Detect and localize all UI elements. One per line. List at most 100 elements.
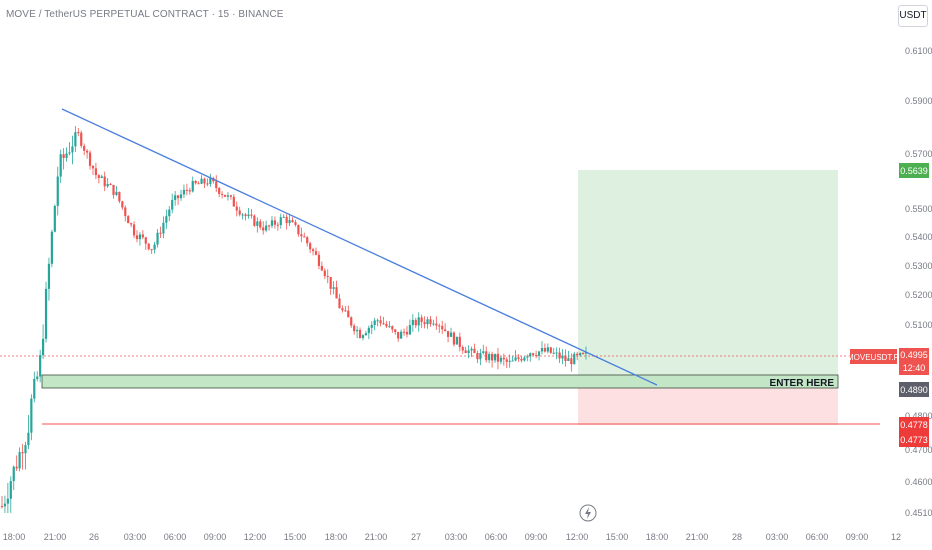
- candle-body: [485, 351, 488, 361]
- candle-body: [508, 360, 511, 362]
- candle-body: [317, 254, 321, 266]
- candle-body: [83, 145, 86, 151]
- candle-body: [44, 288, 48, 339]
- candle-body: [567, 358, 570, 361]
- candle-body: [573, 353, 576, 365]
- x-axis[interactable]: 18:00 21:00 26 03:00 06:00 09:00 12:00 1…: [3, 532, 901, 542]
- candle-body: [420, 317, 423, 323]
- candle-body: [53, 205, 56, 232]
- candle-body: [50, 231, 53, 264]
- candle-body: [370, 324, 373, 328]
- candle-body: [429, 319, 432, 325]
- x-tick: 15:00: [284, 532, 307, 542]
- candle-body: [141, 234, 144, 238]
- candle-body: [41, 338, 45, 356]
- candle-body: [97, 175, 100, 179]
- candle-body: [549, 347, 552, 353]
- candle-body: [103, 176, 106, 187]
- candle-body: [496, 353, 500, 362]
- candle-body: [490, 353, 494, 361]
- candle-body: [438, 325, 441, 327]
- candle-body: [74, 132, 77, 147]
- candle-body: [86, 150, 89, 153]
- candle-body: [488, 353, 491, 361]
- candle-body: [153, 244, 156, 250]
- target-tag: [899, 163, 929, 178]
- entry-zone: [41, 374, 839, 389]
- y-tick: 0.5400: [905, 232, 932, 242]
- chart-title: MOVE / TetherUS PERPETUAL CONTRACT · 15 …: [6, 9, 284, 20]
- candle-body: [244, 214, 247, 217]
- candle-body: [294, 222, 297, 225]
- candle-body: [335, 287, 338, 299]
- candle-body: [127, 216, 130, 224]
- candle-body: [115, 191, 118, 195]
- candle-body: [118, 191, 121, 202]
- candle-body: [176, 195, 180, 199]
- candle-body: [241, 214, 244, 216]
- candle-body: [367, 327, 370, 334]
- candle-body: [523, 357, 526, 361]
- x-tick: 18:00: [3, 532, 26, 542]
- candle-body: [88, 152, 92, 166]
- candle-body: [408, 325, 412, 335]
- zones-layer: [0, 170, 880, 425]
- candle-body: [517, 357, 520, 359]
- stop-tag: [899, 417, 929, 447]
- candle-body: [444, 329, 447, 331]
- candle-body: [270, 220, 274, 226]
- candle-body: [402, 331, 406, 333]
- candle-body: [203, 178, 206, 184]
- y-tick: 0.5900: [905, 96, 932, 106]
- candle-body: [511, 360, 514, 362]
- candle-body: [388, 326, 391, 328]
- candle-body: [247, 214, 250, 217]
- candle-body: [461, 347, 464, 351]
- candle-body: [91, 165, 95, 169]
- candle-body: [552, 352, 555, 354]
- symbol-tag-text: MOVEUSDT.P: [847, 353, 899, 362]
- candle-body: [558, 352, 561, 359]
- candle-body: [397, 331, 400, 339]
- candle-body: [332, 287, 335, 289]
- candle-body: [373, 320, 376, 325]
- candle-body: [555, 352, 558, 354]
- candle-body: [502, 357, 505, 360]
- trendline[interactable]: [61, 108, 658, 386]
- y-axis[interactable]: 0.6100 0.5900 0.5700 0.5500 0.5400 0.530…: [905, 46, 932, 518]
- candle-body: [36, 376, 39, 379]
- candle-body: [493, 353, 497, 361]
- candle-body: [320, 265, 323, 271]
- candle-body: [297, 224, 300, 235]
- candle-body: [532, 353, 535, 355]
- candles-layer: [0, 126, 588, 513]
- candle-body: [341, 308, 344, 311]
- candle-body: [361, 335, 365, 339]
- candle-body: [446, 330, 450, 337]
- candle-body: [499, 357, 502, 362]
- x-tick: 09:00: [525, 532, 548, 542]
- candle-body: [33, 378, 36, 399]
- candle-body: [537, 351, 541, 356]
- candle-body: [526, 356, 529, 358]
- candle-body: [514, 357, 517, 361]
- candle-body: [188, 190, 191, 192]
- x-tick: 03:00: [766, 532, 789, 542]
- candle-body: [529, 353, 532, 357]
- candle-body: [300, 234, 303, 237]
- candle-body: [62, 154, 65, 158]
- candle-body: [350, 317, 353, 326]
- enter-here-label: ENTER HERE: [770, 378, 835, 389]
- target-tag-text: 0.5639: [900, 166, 928, 176]
- lightning-icon[interactable]: [579, 504, 597, 522]
- candle-body: [329, 276, 332, 289]
- candle-body: [174, 195, 177, 200]
- currency-button[interactable]: USDT: [898, 5, 928, 27]
- x-tick: 21:00: [44, 532, 67, 542]
- candle-body: [338, 298, 341, 309]
- candle-body: [150, 249, 153, 251]
- candle-body: [470, 348, 473, 351]
- candle-body: [581, 353, 585, 355]
- candle-body: [27, 432, 30, 446]
